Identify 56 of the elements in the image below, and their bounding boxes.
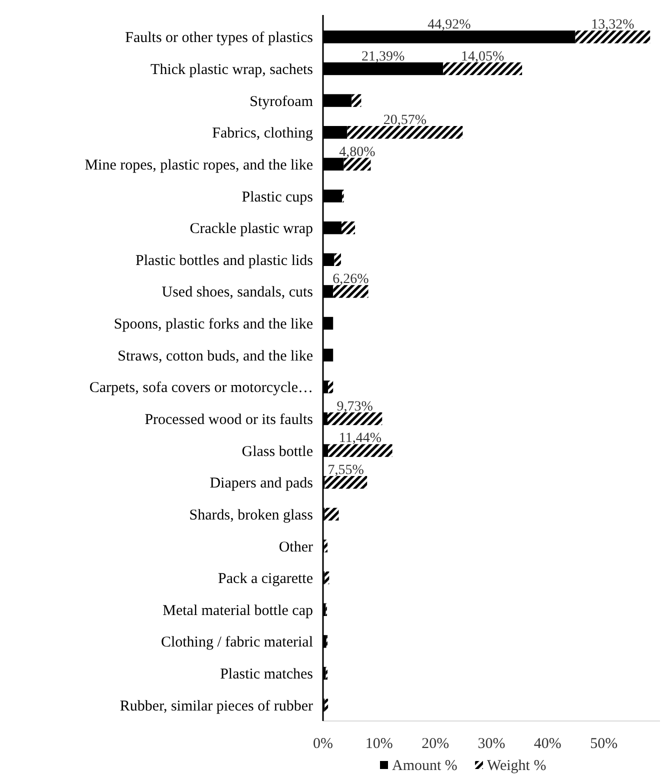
data-label: 44,92% <box>428 18 472 33</box>
y-tick-label: Straws, cotton buds, and the like <box>118 348 314 364</box>
y-tick-label: Plastic bottles and plastic lids <box>136 252 314 269</box>
bar <box>328 444 392 457</box>
x-tick-label: 50% <box>590 736 618 752</box>
x-tick-label: 10% <box>365 736 393 752</box>
bar <box>352 94 362 107</box>
x-tick-label: 40% <box>534 736 562 752</box>
bar <box>443 62 522 76</box>
y-tick-label: Faults or other types of plastics <box>125 30 314 46</box>
bar <box>324 571 330 584</box>
y-tick-label: Pack a cigarette <box>218 571 314 588</box>
bar <box>347 126 463 139</box>
y-tick-label: Styrofoam <box>250 94 314 110</box>
y-tick-label: Mine ropes, plastic ropes, and the like <box>84 157 314 174</box>
x-tick-label: 0% <box>313 736 333 752</box>
bar <box>342 221 356 234</box>
data-label: 20,57% <box>383 113 427 128</box>
y-tick-label: Used shoes, sandals, cuts <box>162 284 314 301</box>
y-tick-label: Glass bottle <box>242 444 314 460</box>
y-tick-label: Rubber, similar pieces of rubber <box>120 698 313 714</box>
data-label: 14,05% <box>461 49 505 64</box>
legend-label: Amount % <box>392 758 458 774</box>
bar <box>333 285 368 298</box>
data-label: 7,55% <box>328 463 364 478</box>
data-label: 4,80% <box>339 144 376 160</box>
bar <box>324 698 328 712</box>
y-tick-label: Thick plastic wrap, sachets <box>150 62 314 78</box>
y-tick-label: Spoons, plastic forks and the like <box>114 316 314 333</box>
data-label: 21,39% <box>361 49 405 64</box>
y-tick-label: Clothing / fabric material <box>160 634 313 651</box>
y-tick-label: Shards, broken glass <box>189 507 314 524</box>
x-tick-label: 20% <box>422 736 450 752</box>
data-label: 11,44% <box>338 431 382 446</box>
data-label: 9,73% <box>336 399 374 414</box>
y-tick-label: Carpets, sofa covers or motorcycle… <box>89 380 313 396</box>
legend-label: Weight % <box>487 758 546 774</box>
y-tick-label: Processed wood or its faults <box>144 412 314 428</box>
y-tick-label: Plastic cups <box>242 189 314 206</box>
bar <box>324 476 368 489</box>
bar <box>334 253 341 266</box>
bar <box>344 158 371 171</box>
bar <box>328 380 334 394</box>
bar <box>575 30 650 44</box>
data-label: 13,32% <box>591 18 635 33</box>
y-tick-label: Fabrics, clothing <box>212 126 314 142</box>
y-tick-label: Other <box>278 539 313 556</box>
y-tick-label: Crackle plastic wrap <box>190 221 313 238</box>
bar <box>327 412 382 426</box>
data-label: 6,26% <box>332 272 370 288</box>
y-tick-label: Metal material bottle cap <box>162 602 313 619</box>
x-tick-label: 30% <box>478 736 506 752</box>
y-tick-label: Diapers and pads <box>210 476 314 492</box>
y-tick-label: Plastic matches <box>220 666 314 683</box>
bar <box>324 540 328 552</box>
bar <box>324 508 339 521</box>
